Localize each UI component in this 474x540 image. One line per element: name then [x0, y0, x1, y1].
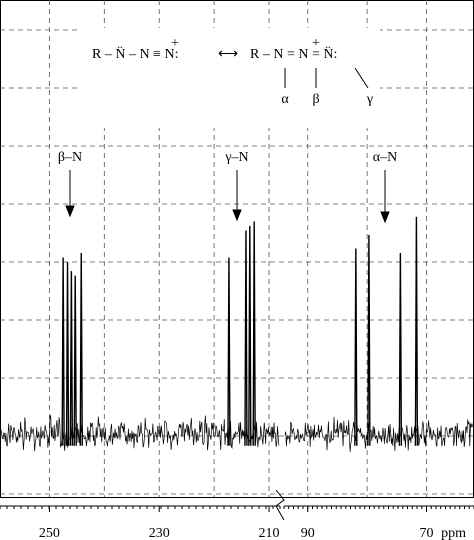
peak: [61, 257, 65, 446]
structure-label: β: [312, 92, 319, 107]
x-tick-label: 210: [259, 526, 280, 540]
peak: [65, 262, 70, 446]
peak: [244, 230, 248, 446]
peak: [398, 253, 403, 446]
peak: [73, 275, 77, 446]
peak: [248, 225, 252, 446]
x-tick-label: 70: [420, 526, 434, 540]
peak: [414, 216, 419, 446]
structure-leaders: [284, 67, 369, 89]
x-tick-label: 90: [301, 526, 315, 540]
structure-bg: [80, 28, 380, 128]
structure-label: γ: [366, 92, 373, 107]
peak: [354, 248, 358, 446]
x-axis-label: ppm: [441, 526, 466, 540]
charge: +: [171, 36, 179, 51]
annotations: β–N γ–N α–N: [58, 150, 397, 224]
peak: [79, 253, 83, 446]
annotation: β–N: [58, 150, 82, 165]
charge: +: [312, 36, 320, 51]
structure-right: R – N = N = N̈:: [250, 45, 337, 62]
baseline-noise: [284, 416, 473, 452]
peak: [69, 271, 74, 446]
baseline-noise: [0, 414, 280, 452]
structure-label: α: [281, 92, 289, 107]
annotation: γ–N: [224, 150, 248, 165]
x-tick-label: 250: [39, 526, 60, 540]
x-axis: 250 230 210 90 70: [0, 489, 474, 540]
resonance-arrow: ⟷: [218, 47, 238, 62]
structure-left: R – N̈ – N ≡ N:: [92, 45, 178, 62]
peak: [367, 234, 371, 446]
annotation: α–N: [373, 150, 397, 165]
peak: [252, 221, 256, 446]
axis-break: [275, 489, 285, 521]
peak: [227, 257, 231, 446]
x-tick-label: 230: [149, 526, 170, 540]
